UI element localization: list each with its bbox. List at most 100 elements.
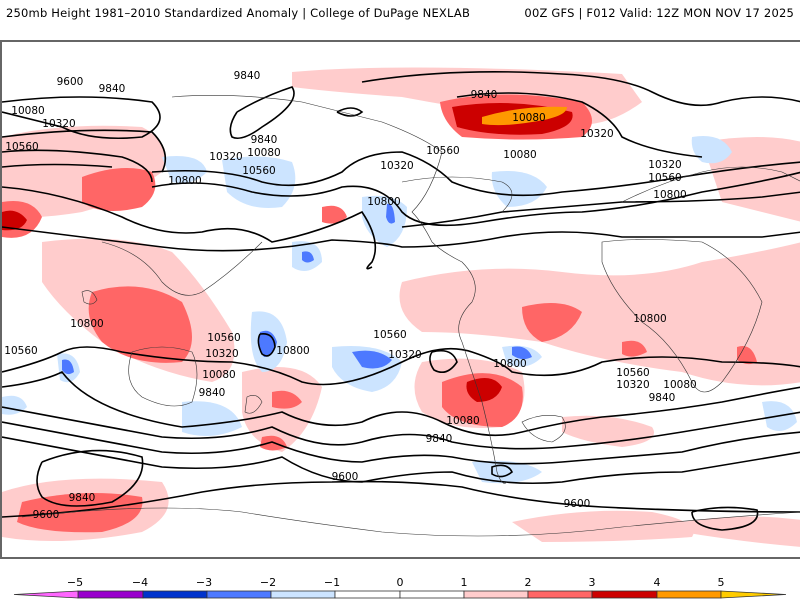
contour-label: 9600 <box>57 76 84 88</box>
contour-label: 10080 <box>446 415 479 427</box>
colorbar-segment <box>334 590 401 599</box>
contour-label: 10560 <box>242 165 275 177</box>
colorbar-tick-label: 1 <box>461 576 468 589</box>
coastline <box>401 176 513 213</box>
contour-label: 10560 <box>648 172 681 184</box>
contour-label: 9600 <box>33 509 60 521</box>
contour-9600-south <box>2 480 800 518</box>
coastline <box>171 95 508 484</box>
anomaly-shade <box>182 401 242 436</box>
contour-label: 10800 <box>653 189 686 201</box>
contour-10320-south <box>2 406 800 450</box>
contour-label: 10320 <box>42 118 75 130</box>
coastline <box>81 290 98 305</box>
contour-closed-low-3 <box>491 464 514 478</box>
colorbar-tick-label: 4 <box>654 576 661 589</box>
contour-9600 <box>2 96 161 140</box>
contour-label: 10800 <box>70 318 103 330</box>
colorbar-tick-label: −2 <box>260 576 276 589</box>
anomaly-shade <box>512 510 694 542</box>
contour-label: 10800 <box>276 345 309 357</box>
contour-10080-north <box>151 151 800 197</box>
anomaly-shade <box>512 346 532 360</box>
contour-label: 10560 <box>373 329 406 341</box>
contour-label: 10560 <box>207 332 240 344</box>
anomaly-shade <box>162 156 207 184</box>
contour-label: 10800 <box>168 175 201 187</box>
colorbar-tick-label: 3 <box>589 576 596 589</box>
anomaly-shade <box>62 359 74 375</box>
colorbar-tick-label: 0 <box>397 576 404 589</box>
contour-closed-low-4 <box>691 506 759 531</box>
contour-label: 10560 <box>426 145 459 157</box>
contour-label: 10560 <box>5 141 38 153</box>
contour-label: 10800 <box>367 196 400 208</box>
contour-label: 9840 <box>426 433 453 445</box>
colorbar-segment <box>399 590 465 599</box>
contour-label: 10320 <box>388 349 421 361</box>
colorbar-segment <box>206 590 272 599</box>
anomaly-shade <box>88 286 192 363</box>
colorbar-segment <box>463 590 529 599</box>
contour-label: 9840 <box>99 83 126 95</box>
map-title: 250mb Height 1981–2010 Standardized Anom… <box>6 6 471 20</box>
contour-label: 10080 <box>11 105 44 117</box>
colorbar-segment <box>591 590 658 599</box>
colorbar-tick-label: −4 <box>132 576 148 589</box>
contour-label: 9840 <box>234 70 261 82</box>
coastline <box>601 239 763 393</box>
contour-10560-north <box>401 191 800 228</box>
coastline <box>21 507 800 537</box>
colorbar-tick-label: −1 <box>324 576 340 589</box>
colorbar-tick-label: −5 <box>67 576 83 589</box>
model-run-info: 00Z GFS | F012 Valid: 12Z MON NOV 17 202… <box>524 6 794 20</box>
contour-closed-low-2 <box>429 349 458 373</box>
colorbar-min-arrow <box>13 590 79 599</box>
contour-9840-south <box>2 436 800 485</box>
contour-label: 10320 <box>648 159 681 171</box>
contour-9840-pacific <box>2 129 167 173</box>
contour-label: 10080 <box>512 112 545 124</box>
contour-10800-north <box>2 226 800 252</box>
anomaly-shade <box>737 346 757 365</box>
contour-label: 10080 <box>202 369 235 381</box>
anomaly-shade <box>682 516 800 547</box>
contour-9840-arctic <box>361 70 800 107</box>
contour-10800-south <box>2 346 800 386</box>
anomaly-shade <box>272 390 302 409</box>
colorbar-segment <box>142 590 208 599</box>
anomaly-shade <box>322 205 347 224</box>
anomaly-shade <box>2 395 27 415</box>
contour-10080-asia <box>2 149 153 183</box>
contour-label: 10800 <box>493 358 526 370</box>
contour-label: 10320 <box>580 128 613 140</box>
contour-label: 9600 <box>564 498 591 510</box>
contour-label: 10800 <box>633 313 666 325</box>
anomaly-shade <box>482 106 567 126</box>
coastline <box>521 415 566 443</box>
coastline <box>621 166 800 203</box>
contour-10320-asia <box>2 163 113 168</box>
contour-label: 9840 <box>69 492 96 504</box>
anomaly-colorbar: −5 −4 −3 −2 −1 0 1 2 3 4 5 <box>13 576 787 599</box>
contour-label: 10560 <box>616 367 649 379</box>
map-canvas: 9600984098401008010320105601032098401008… <box>2 67 800 547</box>
contour-label: 10080 <box>663 379 696 391</box>
contour-9840-low-sw <box>36 449 144 507</box>
anomaly-shade <box>2 210 27 231</box>
contour-label: 10320 <box>209 151 242 163</box>
contour-label: 10080 <box>503 149 536 161</box>
coastlines <box>21 95 800 537</box>
anomaly-shade <box>302 251 314 263</box>
anomaly-map: 9600 9840 9840 10080 10320 10560 10320 9840 1008… <box>0 40 800 559</box>
contour-10080-south <box>2 421 800 465</box>
anomaly-shade <box>522 303 582 342</box>
contour-10560-south <box>2 370 800 437</box>
contour-10560-asia <box>2 186 377 270</box>
anomaly-shade <box>466 378 502 402</box>
anomaly-shade <box>472 460 542 484</box>
coastline <box>101 241 263 296</box>
contour-closed-ring <box>336 107 364 117</box>
contour-label: 10560 <box>4 345 37 357</box>
colorbar-segment <box>527 590 593 599</box>
